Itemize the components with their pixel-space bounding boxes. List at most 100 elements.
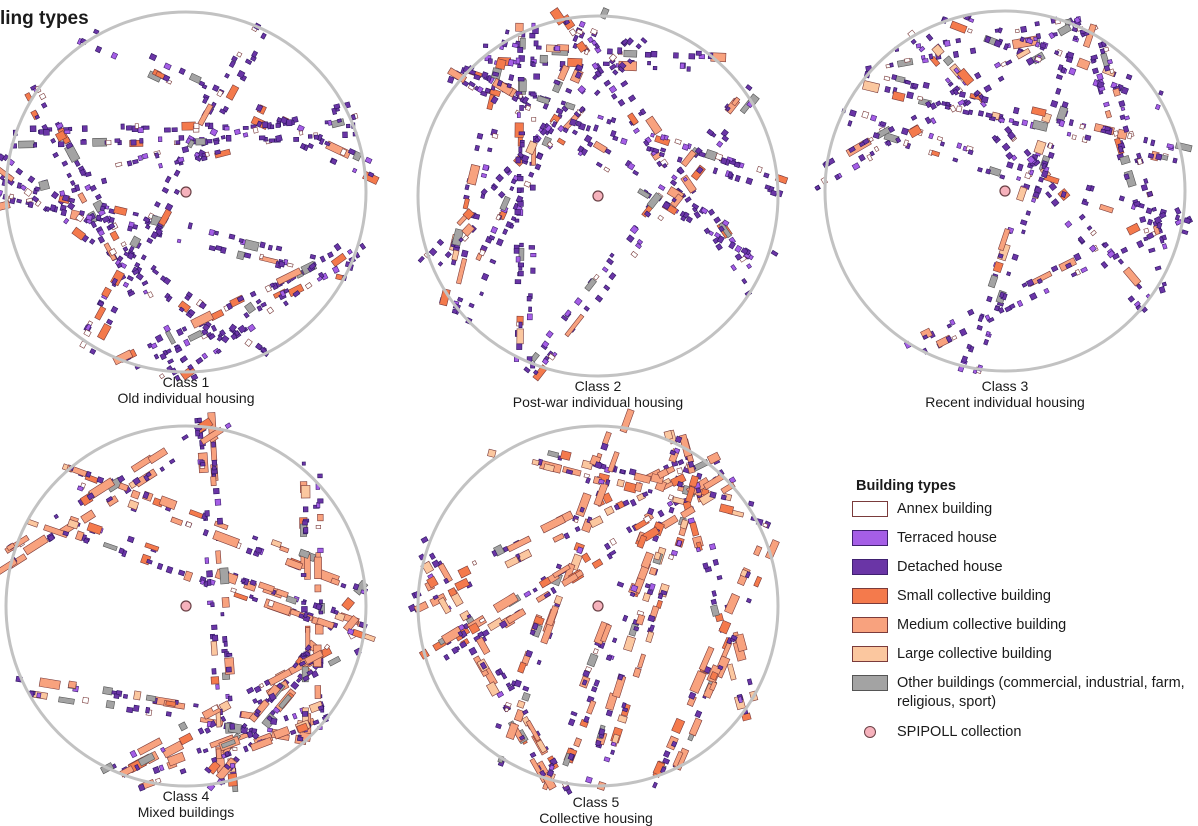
building-other: [532, 623, 543, 638]
building-detached: [1102, 241, 1109, 249]
building-terraced: [627, 162, 636, 171]
building-small: [575, 40, 588, 53]
building-terraced: [670, 549, 679, 557]
building-detached: [716, 575, 723, 581]
building-detached: [65, 142, 74, 150]
building-medium: [564, 313, 585, 338]
building-detached: [307, 134, 313, 139]
building-detached: [68, 197, 76, 204]
building-terraced: [918, 45, 926, 53]
building-small: [71, 226, 87, 241]
building-medium: [22, 534, 49, 556]
building-detached: [236, 69, 246, 79]
building-annex: [232, 747, 238, 751]
building-detached: [97, 235, 106, 244]
building-detached: [301, 600, 307, 605]
building-terraced: [129, 749, 138, 759]
building-detached: [171, 127, 178, 132]
building-detached: [621, 38, 629, 46]
building-terraced: [554, 45, 561, 52]
building-medium: [540, 514, 566, 534]
building-detached: [1034, 186, 1043, 194]
building-terraced: [1120, 106, 1126, 112]
building-detached: [848, 146, 856, 154]
building-detached: [460, 249, 469, 258]
caption-class-4: Class 4 Mixed buildings: [86, 788, 286, 820]
building-terraced: [137, 154, 143, 162]
building-large: [133, 690, 142, 701]
building-annex: [75, 213, 85, 223]
building-annex: [210, 704, 219, 712]
building-annex: [861, 110, 870, 119]
building-detached: [187, 308, 196, 317]
building-detached: [1077, 235, 1085, 244]
building-terraced: [1073, 16, 1081, 24]
building-detached: [201, 83, 208, 90]
building-small: [426, 575, 439, 589]
building-detached: [695, 50, 702, 56]
legend-item-spipoll: SPIPOLL collection: [852, 723, 1198, 752]
building-other: [187, 329, 204, 342]
building-detached: [1091, 67, 1099, 75]
building-detached: [431, 559, 441, 569]
building-detached: [62, 530, 70, 537]
building-detached: [715, 243, 723, 251]
building-large: [653, 551, 662, 561]
building-detached: [525, 649, 533, 658]
building-detached: [489, 258, 497, 265]
building-terraced: [577, 150, 584, 157]
legend-item-other: Other buildings (commercial, industrial,…: [852, 674, 1198, 723]
map-class-5: [407, 408, 780, 795]
building-detached: [734, 174, 741, 183]
building-detached: [635, 43, 642, 50]
building-annex: [584, 666, 593, 673]
building-other: [243, 239, 260, 252]
building-detached: [521, 96, 530, 105]
building-annex: [593, 273, 600, 281]
building-annex: [873, 145, 880, 153]
building-detached: [292, 290, 301, 298]
building-terraced: [601, 266, 609, 273]
building-medium: [1122, 266, 1142, 287]
building-other: [278, 694, 292, 710]
building-terraced: [1161, 243, 1168, 250]
building-detached: [227, 695, 233, 702]
building-detached: [213, 139, 220, 146]
building-detached: [150, 231, 159, 240]
building-annex: [491, 132, 499, 139]
building-detached: [605, 654, 613, 662]
building-annex: [185, 521, 193, 528]
building-detached: [1019, 36, 1025, 43]
building-detached: [480, 188, 488, 196]
building-detached: [528, 306, 532, 312]
building-detached: [283, 288, 290, 294]
building-detached: [296, 677, 302, 684]
building-detached: [1005, 59, 1013, 66]
building-detached: [211, 634, 219, 642]
building-medium: [724, 593, 741, 615]
building-medium: [552, 564, 571, 579]
building-detached: [583, 305, 590, 312]
building-detached: [983, 84, 993, 93]
building-detached: [1033, 159, 1041, 167]
building-detached: [548, 127, 555, 135]
building-detached: [997, 307, 1005, 314]
building-detached: [211, 459, 218, 466]
building-detached: [245, 547, 253, 555]
building-detached: [647, 488, 653, 494]
building-detached: [952, 88, 959, 96]
building-large: [1033, 139, 1047, 155]
building-detached: [983, 338, 989, 346]
building-detached: [79, 168, 87, 177]
building-annex: [955, 105, 963, 113]
building-other: [102, 686, 113, 696]
building-terraced: [573, 297, 583, 306]
building-other: [519, 79, 527, 92]
building-detached: [127, 252, 135, 260]
building-detached: [275, 123, 281, 128]
building-detached: [66, 172, 72, 179]
building-detached: [658, 151, 665, 158]
building-detached: [27, 175, 36, 184]
building-detached: [164, 127, 171, 133]
building-detached: [256, 698, 264, 705]
